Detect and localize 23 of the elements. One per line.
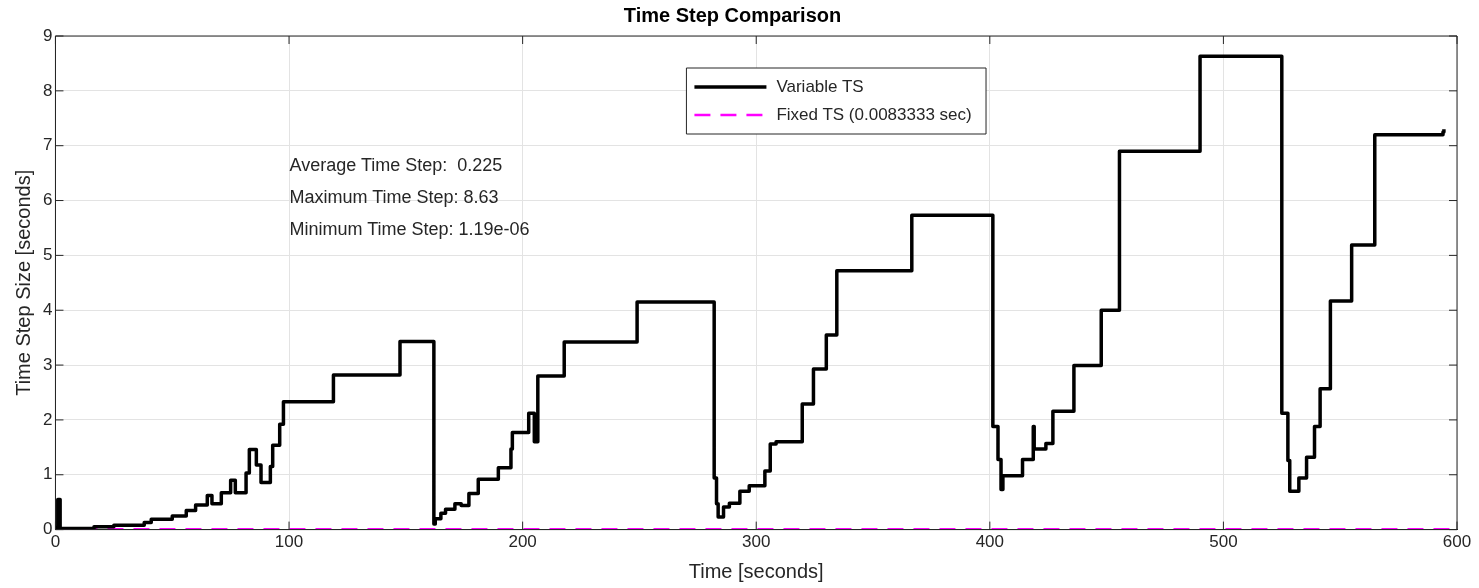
x-tick-label: 400 (975, 532, 1005, 552)
x-tick-label: 200 (508, 532, 537, 552)
y-tick-label: 3 (42, 354, 53, 374)
x-tick-label: 600 (1442, 532, 1472, 552)
y-tick-label: 9 (42, 25, 53, 45)
legend-label: Fixed TS (0.0083333 sec) (776, 104, 972, 124)
x-tick-label: 500 (1209, 532, 1238, 552)
x-tick-label: 300 (742, 532, 771, 552)
x-axis-title: Time [seconds] (688, 559, 824, 582)
y-tick-label: 2 (42, 409, 53, 429)
annotation: Average Time Step: 0.225 (289, 154, 503, 175)
y-tick-label: 7 (42, 135, 53, 155)
y-tick-label: 6 (42, 190, 53, 210)
x-tick-label: 100 (274, 532, 304, 552)
annotation: Minimum Time Step: 1.19e-06 (289, 218, 530, 239)
y-axis-title: Time Step Size [seconds] (11, 169, 34, 396)
y-tick-label: 8 (42, 80, 53, 100)
y-tick-label: 1 (42, 464, 53, 484)
legend-label: Variable TS (776, 76, 864, 96)
y-tick-label: 5 (42, 245, 53, 265)
chart-title: Time Step Comparison (623, 3, 842, 26)
y-tick-label: 4 (42, 299, 53, 319)
annotation: Maximum Time Step: 8.63 (289, 186, 499, 207)
